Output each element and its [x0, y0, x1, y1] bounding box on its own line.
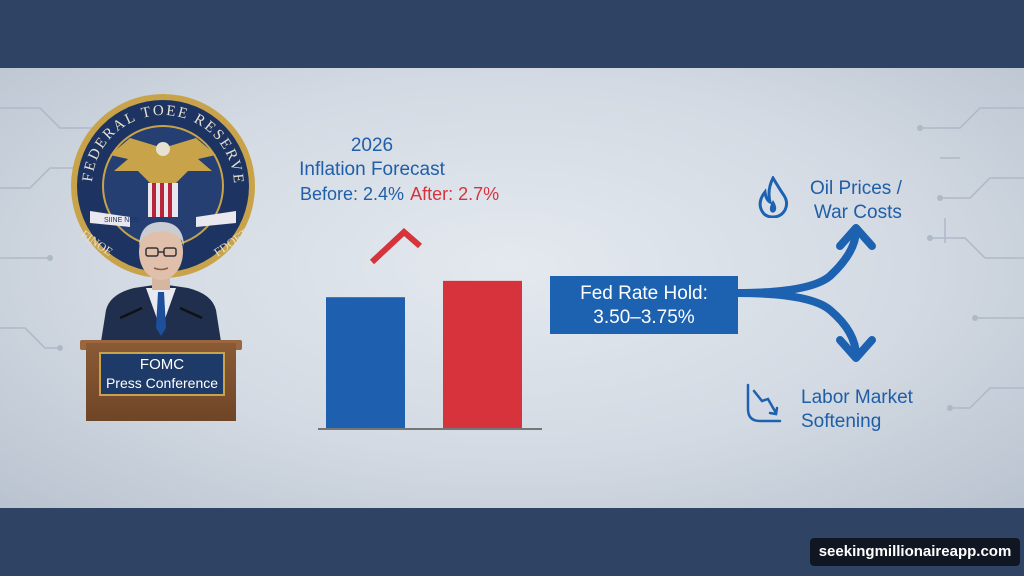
- federal-reserve-seal: SIINE NED FEDERAL TOEE RESERVE FINOE FDO…: [71, 94, 255, 278]
- chart-value-labels: Before: 2.4% After: 2.7%: [300, 184, 499, 205]
- oil-line-1: Oil Prices /: [810, 178, 902, 199]
- arrow-up-path: [732, 226, 860, 297]
- after-label: After: 2.7%: [410, 184, 500, 204]
- rate-hold-box: Fed Rate Hold: 3.50–3.75%: [550, 276, 738, 334]
- top-band: [0, 0, 1024, 68]
- chart-title-year: 2026: [350, 135, 394, 156]
- split-arrows: [732, 224, 876, 362]
- labor-market-label: Labor Market Softening: [801, 386, 913, 434]
- labor-line-2: Softening: [801, 411, 882, 432]
- podium-plate: FOMC Press Conference: [99, 352, 225, 396]
- labor-line-1: Labor Market: [801, 387, 913, 408]
- bar-before: [326, 297, 405, 428]
- before-label: Before: 2.4%: [300, 184, 405, 204]
- podium-line-2: Press Conference: [105, 375, 219, 391]
- arrow-up-head: [836, 224, 876, 250]
- arrow-down-path: [732, 289, 860, 360]
- circuit-background: [0, 107, 1024, 411]
- bar-group: [326, 280, 522, 428]
- flame-icon: [758, 176, 789, 218]
- watermark-text: seekingmillionaireapp.com: [810, 538, 1020, 566]
- oil-line-2: War Costs: [813, 202, 902, 223]
- rate-hold-range: 3.50–3.75%: [593, 307, 695, 328]
- inflation-bar-chart: [318, 227, 542, 430]
- chart-title-subject: Inflation Forecast: [299, 159, 445, 180]
- seal-ribbon-text: SIINE NED: [104, 217, 139, 224]
- chart-title: 2026 Inflation Forecast: [282, 134, 462, 182]
- trend-up-arrow-icon: [369, 227, 422, 265]
- arrow-down-head: [836, 336, 876, 362]
- rate-hold-label: Fed Rate Hold:: [580, 283, 708, 304]
- oil-prices-label: Oil Prices / War Costs: [810, 177, 902, 225]
- downtrend-icon: [746, 383, 782, 423]
- podium-line-1: FOMC: [139, 356, 185, 373]
- speaker-figure: [100, 222, 222, 348]
- bar-after: [443, 280, 522, 428]
